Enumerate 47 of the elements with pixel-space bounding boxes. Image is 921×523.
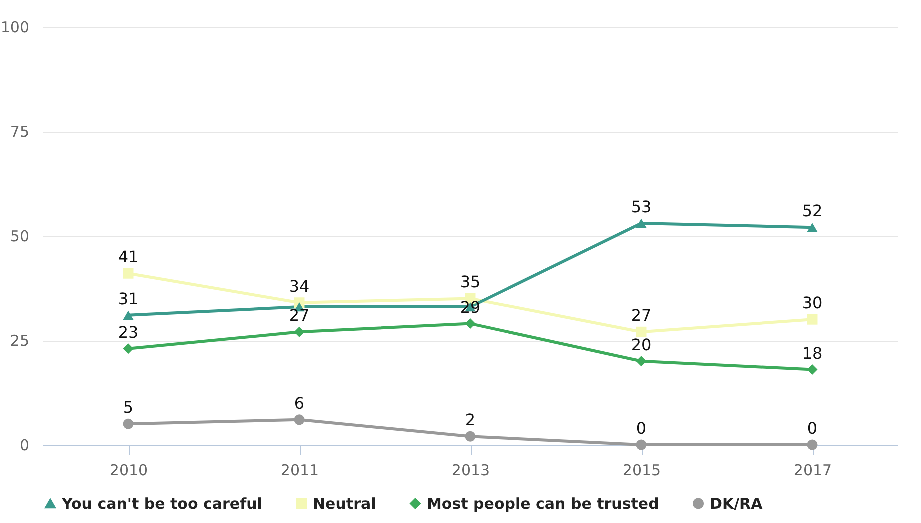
point (123, 310, 134, 320)
point (807, 364, 818, 376)
point (636, 440, 647, 450)
legend-label: Most people can be trusted (427, 494, 660, 513)
data-label: 41 (118, 248, 139, 267)
data-label: 0 (636, 419, 647, 438)
x-tick-label: 2011 (280, 462, 320, 480)
legend-label: Neutral (313, 494, 376, 513)
x-tick-label: 2017 (794, 462, 832, 480)
point (636, 218, 647, 228)
data-label: 27 (631, 306, 652, 326)
data-label: 30 (802, 294, 823, 313)
y-tick-label: 50 (10, 228, 30, 246)
x-tick-label: 2010 (110, 462, 148, 480)
data-label: 31 (118, 289, 139, 308)
data-label: 23 (118, 322, 139, 342)
point (807, 440, 818, 450)
data-label: 27 (289, 306, 310, 326)
data-label: 2 (465, 410, 476, 430)
legend-label: You can't be too careful (61, 494, 262, 513)
data-label: 34 (289, 276, 310, 296)
data-label: 6 (294, 394, 305, 413)
data-label: 53 (631, 197, 652, 216)
y-tick-label: 100 (0, 18, 30, 36)
y-tick-label: 25 (10, 332, 30, 350)
y-tick-label: 0 (20, 436, 30, 454)
data-label: 35 (460, 272, 481, 292)
point (294, 414, 305, 426)
y-tick-label: 75 (10, 123, 30, 141)
point (123, 268, 134, 279)
point (123, 418, 134, 430)
point (807, 223, 818, 232)
x-tick-label: 2013 (452, 462, 490, 480)
legend-label: DK/RA (710, 494, 764, 513)
data-label: 5 (123, 398, 134, 418)
point (465, 318, 476, 330)
point (465, 431, 476, 442)
point (636, 356, 647, 367)
point (807, 314, 818, 325)
data-label: 0 (807, 419, 818, 438)
data-label: 52 (802, 202, 823, 221)
point (294, 326, 305, 338)
data-label: 20 (631, 335, 652, 354)
data-label: 18 (802, 344, 823, 363)
point (123, 344, 134, 354)
point (636, 326, 647, 338)
x-tick-label: 2015 (622, 462, 662, 480)
